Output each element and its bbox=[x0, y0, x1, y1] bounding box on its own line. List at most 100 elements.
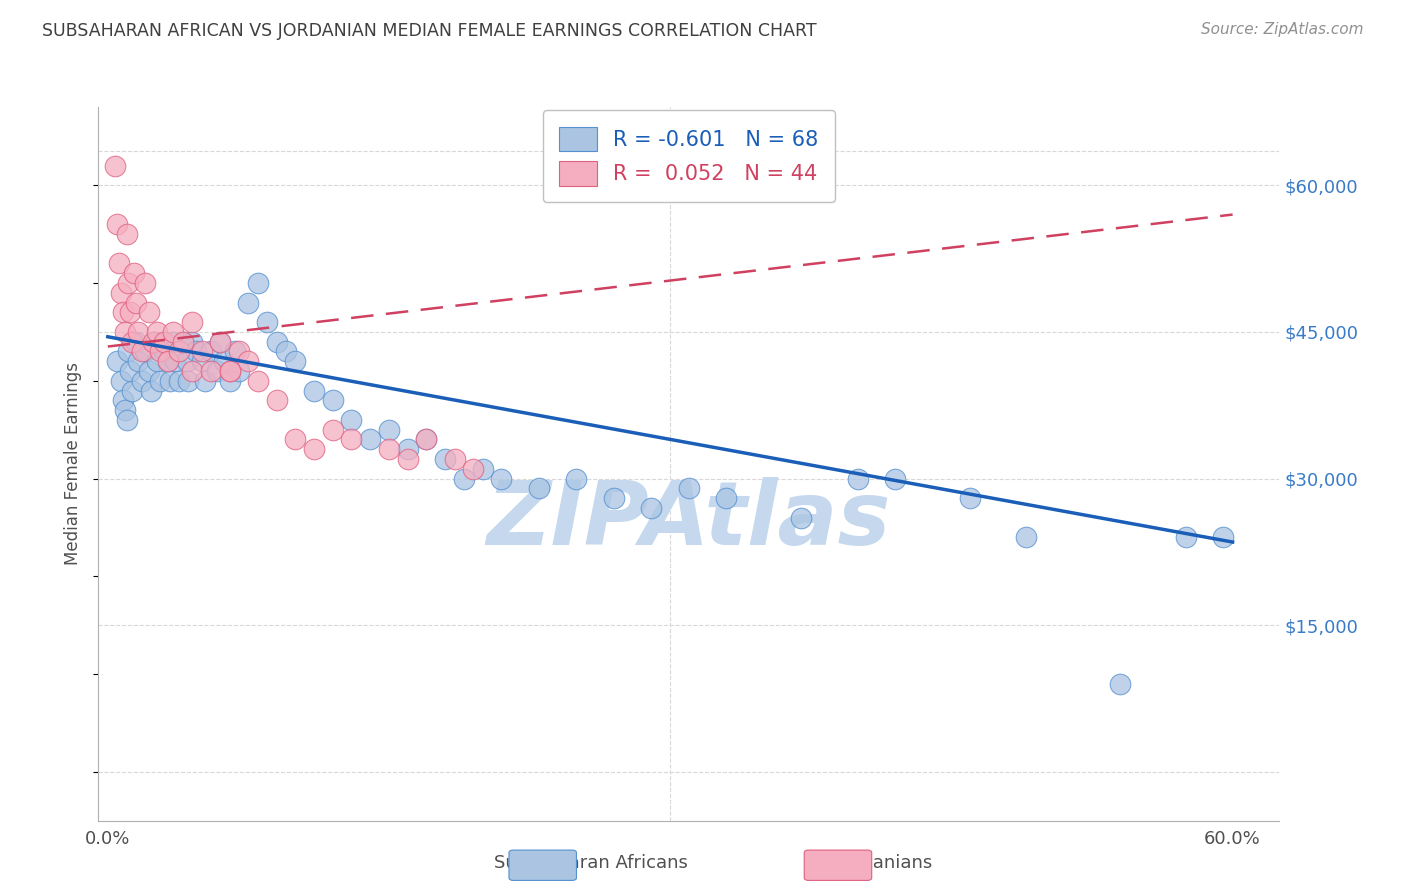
Point bbox=[246, 374, 269, 388]
Point bbox=[190, 344, 212, 359]
Point bbox=[125, 334, 148, 349]
Text: Source: ZipAtlas.com: Source: ZipAtlas.com bbox=[1201, 22, 1364, 37]
Point bbox=[228, 364, 250, 378]
Point bbox=[125, 295, 148, 310]
Point bbox=[846, 471, 869, 485]
Point bbox=[181, 334, 204, 349]
Point bbox=[139, 384, 162, 398]
Point bbox=[378, 442, 401, 457]
Point bbox=[212, 354, 235, 368]
Point bbox=[284, 433, 307, 447]
Point bbox=[145, 354, 167, 368]
Point bbox=[527, 481, 550, 495]
Point bbox=[218, 374, 240, 388]
Point bbox=[176, 354, 198, 368]
Point bbox=[266, 334, 288, 349]
Point bbox=[184, 344, 207, 359]
Point bbox=[274, 344, 297, 359]
Point bbox=[131, 374, 153, 388]
Point bbox=[200, 364, 222, 378]
Point bbox=[115, 227, 138, 241]
Point bbox=[1174, 530, 1197, 544]
Point bbox=[111, 305, 134, 319]
Point bbox=[104, 159, 127, 173]
Point bbox=[153, 334, 176, 349]
Point bbox=[396, 452, 419, 467]
Point bbox=[396, 442, 419, 457]
Point bbox=[110, 285, 132, 300]
Point bbox=[122, 266, 145, 280]
Point bbox=[302, 384, 325, 398]
Point bbox=[1212, 530, 1234, 544]
Point bbox=[322, 423, 344, 437]
Point bbox=[434, 452, 457, 467]
Point bbox=[121, 384, 143, 398]
Text: Sub-Saharan Africans: Sub-Saharan Africans bbox=[494, 855, 688, 872]
Point bbox=[156, 354, 179, 368]
Point bbox=[115, 413, 138, 427]
Point bbox=[415, 433, 437, 447]
Point bbox=[172, 334, 194, 349]
Point bbox=[142, 334, 165, 349]
Point bbox=[110, 374, 132, 388]
Point bbox=[228, 344, 250, 359]
Point bbox=[149, 374, 172, 388]
Point bbox=[105, 354, 128, 368]
Point bbox=[284, 354, 307, 368]
Point bbox=[177, 374, 200, 388]
Point bbox=[640, 500, 662, 515]
Point bbox=[205, 364, 228, 378]
Point bbox=[121, 334, 143, 349]
Point bbox=[443, 452, 465, 467]
Point bbox=[471, 461, 494, 475]
Point bbox=[127, 354, 149, 368]
Point bbox=[156, 354, 179, 368]
Point bbox=[565, 471, 588, 485]
Point bbox=[266, 393, 288, 408]
Point bbox=[134, 344, 156, 359]
Point bbox=[117, 344, 139, 359]
Point bbox=[716, 491, 738, 505]
Point bbox=[359, 433, 381, 447]
Text: ZIPAtlas: ZIPAtlas bbox=[486, 477, 891, 565]
Point bbox=[224, 344, 246, 359]
Point bbox=[790, 510, 813, 524]
Point bbox=[340, 433, 363, 447]
Text: SUBSAHARAN AFRICAN VS JORDANIAN MEDIAN FEMALE EARNINGS CORRELATION CHART: SUBSAHARAN AFRICAN VS JORDANIAN MEDIAN F… bbox=[42, 22, 817, 40]
Point bbox=[162, 334, 184, 349]
Point bbox=[120, 364, 142, 378]
Point bbox=[246, 276, 269, 290]
Point bbox=[1015, 530, 1038, 544]
Point bbox=[238, 354, 260, 368]
Point bbox=[453, 471, 475, 485]
Point bbox=[172, 334, 194, 349]
Point bbox=[127, 325, 149, 339]
Point bbox=[415, 433, 437, 447]
Point bbox=[145, 325, 167, 339]
Point bbox=[167, 344, 190, 359]
Point bbox=[138, 305, 160, 319]
Point bbox=[884, 471, 907, 485]
Point bbox=[153, 344, 176, 359]
Point bbox=[340, 413, 363, 427]
Point bbox=[256, 315, 278, 329]
Point bbox=[238, 295, 260, 310]
Point bbox=[181, 315, 204, 329]
Point bbox=[322, 393, 344, 408]
Point bbox=[1109, 677, 1132, 691]
Point bbox=[678, 481, 700, 495]
Point bbox=[959, 491, 981, 505]
Point bbox=[194, 374, 217, 388]
Point bbox=[159, 374, 181, 388]
Point bbox=[209, 334, 232, 349]
Point bbox=[302, 442, 325, 457]
Point bbox=[143, 334, 166, 349]
Point bbox=[117, 276, 139, 290]
Point bbox=[149, 344, 172, 359]
Point bbox=[165, 354, 187, 368]
Point bbox=[105, 218, 128, 232]
Point bbox=[131, 344, 153, 359]
Point bbox=[209, 334, 232, 349]
Point bbox=[190, 354, 212, 368]
Point bbox=[200, 344, 222, 359]
